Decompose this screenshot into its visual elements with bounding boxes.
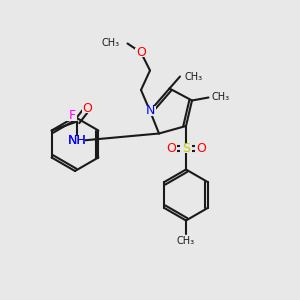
FancyBboxPatch shape <box>82 103 94 113</box>
Text: O: O <box>83 101 93 115</box>
Text: CH₃: CH₃ <box>177 236 195 247</box>
FancyBboxPatch shape <box>144 106 156 116</box>
Text: NH: NH <box>68 134 86 148</box>
Text: NH: NH <box>68 134 86 148</box>
Text: O: O <box>136 46 146 59</box>
FancyBboxPatch shape <box>180 144 192 153</box>
Text: CH₃: CH₃ <box>212 92 230 103</box>
FancyBboxPatch shape <box>64 110 76 121</box>
Text: O: O <box>166 142 176 155</box>
Text: CH₃: CH₃ <box>102 38 120 49</box>
FancyBboxPatch shape <box>69 136 85 146</box>
FancyBboxPatch shape <box>67 136 82 146</box>
Text: CH₃: CH₃ <box>184 71 202 82</box>
Text: N: N <box>145 104 155 118</box>
Text: F: F <box>68 109 76 122</box>
FancyBboxPatch shape <box>165 144 177 153</box>
Text: O: O <box>196 142 206 155</box>
FancyBboxPatch shape <box>195 144 207 153</box>
FancyBboxPatch shape <box>135 48 147 57</box>
Text: S: S <box>182 142 190 155</box>
